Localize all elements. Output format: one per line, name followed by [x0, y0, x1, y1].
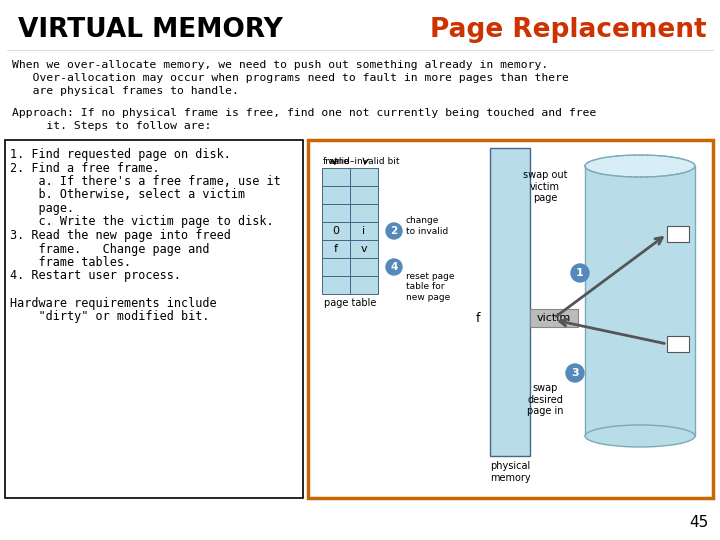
Text: f: f	[334, 244, 338, 254]
Text: a. If there's a free frame, use it: a. If there's a free frame, use it	[10, 175, 281, 188]
Text: reset page
table for
new page: reset page table for new page	[406, 272, 454, 302]
Bar	[350, 168, 378, 186]
Text: page table: page table	[324, 298, 376, 308]
Text: it. Steps to follow are:: it. Steps to follow are:	[12, 121, 212, 131]
Text: v: v	[361, 244, 367, 254]
Bar	[5, 140, 303, 498]
Text: frame tables.: frame tables.	[10, 256, 131, 269]
Bar	[585, 166, 695, 436]
Bar	[308, 140, 713, 498]
Bar	[322, 258, 350, 276]
Bar	[667, 336, 689, 352]
Text: Page Replacement: Page Replacement	[430, 17, 706, 43]
Bar	[322, 186, 350, 204]
Bar	[322, 222, 350, 240]
Bar	[322, 168, 350, 186]
Text: 2. Find a free frame.: 2. Find a free frame.	[10, 161, 160, 174]
Circle shape	[566, 364, 584, 382]
Text: 0: 0	[333, 226, 340, 236]
Text: physical
memory: physical memory	[490, 461, 531, 483]
Ellipse shape	[585, 425, 695, 447]
Text: page.: page.	[10, 202, 74, 215]
Text: VIRTUAL MEMORY: VIRTUAL MEMORY	[18, 17, 283, 43]
Text: 4. Restart user process.: 4. Restart user process.	[10, 269, 181, 282]
Ellipse shape	[585, 155, 695, 177]
Bar	[322, 204, 350, 222]
Text: change
to invalid: change to invalid	[406, 217, 449, 235]
Text: are physical frames to handle.: are physical frames to handle.	[12, 86, 239, 96]
Bar	[322, 240, 350, 258]
Text: swap
desired
page in: swap desired page in	[527, 383, 563, 416]
Text: Hardware requirements include: Hardware requirements include	[10, 296, 217, 309]
Text: 4: 4	[390, 262, 397, 272]
Bar	[350, 240, 378, 258]
Bar	[322, 276, 350, 294]
Text: frame.   Change page and: frame. Change page and	[10, 242, 210, 255]
Text: 1. Find requested page on disk.: 1. Find requested page on disk.	[10, 148, 231, 161]
Text: 2: 2	[390, 226, 397, 236]
Text: 45: 45	[689, 515, 708, 530]
Text: 1: 1	[576, 268, 584, 278]
Text: When we over-allocate memory, we need to push out something already in memory.: When we over-allocate memory, we need to…	[12, 60, 548, 70]
Text: Approach: If no physical frame is free, find one not currently being touched and: Approach: If no physical frame is free, …	[12, 108, 596, 118]
Bar	[350, 204, 378, 222]
Text: i: i	[362, 226, 366, 236]
Text: Over-allocation may occur when programs need to fault in more pages than there: Over-allocation may occur when programs …	[12, 73, 569, 83]
Text: victim: victim	[537, 313, 571, 323]
Bar	[350, 276, 378, 294]
Bar	[667, 226, 689, 242]
Circle shape	[386, 259, 402, 275]
Bar	[350, 222, 378, 240]
Bar	[350, 186, 378, 204]
Text: swap out
victim
page: swap out victim page	[523, 170, 567, 203]
Circle shape	[571, 264, 589, 282]
Text: c. Write the victim page to disk.: c. Write the victim page to disk.	[10, 215, 274, 228]
Text: 3: 3	[571, 368, 579, 378]
Circle shape	[386, 223, 402, 239]
Text: valid–invalid bit: valid–invalid bit	[328, 157, 400, 166]
Text: f: f	[475, 312, 480, 325]
Text: frame: frame	[323, 157, 349, 166]
Text: b. Otherwise, select a victim: b. Otherwise, select a victim	[10, 188, 245, 201]
Text: "dirty" or modified bit.: "dirty" or modified bit.	[10, 310, 210, 323]
Bar	[350, 258, 378, 276]
Bar	[530, 309, 578, 327]
Bar	[490, 148, 530, 456]
Text: 3. Read the new page into freed: 3. Read the new page into freed	[10, 229, 231, 242]
